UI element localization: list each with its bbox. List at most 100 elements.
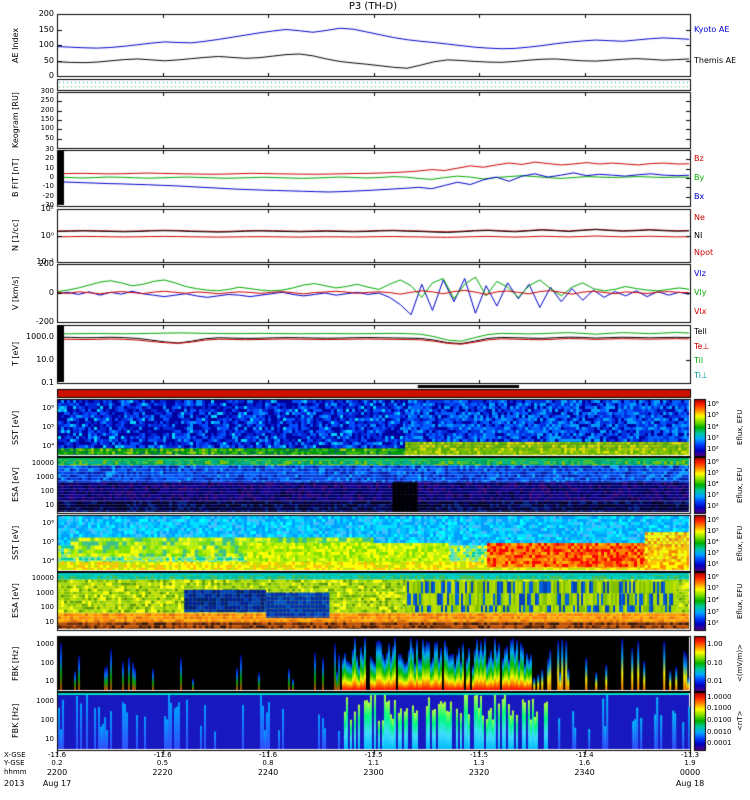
y-tick-label: 100 — [38, 40, 54, 49]
colorbar-label: Eflux, EFU — [736, 525, 744, 561]
x-tick-label: 2220 — [152, 768, 173, 777]
axis-label-sst-ion: SST [eV] — [11, 525, 20, 561]
y-tick-label: 150 — [40, 115, 54, 123]
colorbar-tick-label: 10⁴ — [707, 538, 719, 546]
axis-label-bfit: B FIT [nT] — [11, 158, 20, 198]
series-label: Tell — [694, 327, 707, 337]
y-tick-label: 10⁶ — [42, 519, 54, 528]
axis-label-velocity: V [km/s] — [11, 276, 20, 310]
y-tick-label: 200 — [38, 259, 54, 268]
colorbar-tick-label: 10³ — [707, 607, 719, 616]
y-tick-label: 100 — [40, 124, 54, 133]
series-label: Ti⊥ — [694, 370, 708, 380]
colorbar-tick-label: 10⁵ — [707, 584, 719, 593]
series-label: Til — [694, 356, 704, 366]
y-tick-label: 200 — [40, 105, 54, 114]
series-label: Vlx — [694, 307, 707, 317]
ephemeris-value: 1.6 — [578, 759, 591, 767]
colorbar-tick-label: 10⁴ — [707, 422, 719, 431]
colorbar-label: Eflux, EFU — [736, 409, 744, 446]
series-label: Bx — [694, 191, 705, 201]
colorbar-tick-label: 10⁶ — [707, 572, 719, 581]
y-tick-label: -30 — [42, 201, 54, 209]
y-tick-label: 1000 — [36, 696, 54, 705]
axis-label-keogram: Keogram [RU] — [11, 92, 20, 148]
y-tick-label: 10 — [45, 501, 54, 509]
ephemeris-value: -11.5 — [364, 751, 383, 759]
colorbar-tick-label: 10² — [707, 619, 719, 628]
y-tick-label: 10⁴ — [42, 441, 54, 450]
ephemeris-row-label: X-GSE — [4, 751, 26, 759]
colorbar-label: <nT> — [736, 710, 744, 732]
series-label: Te⊥ — [694, 341, 710, 351]
colorbar-tick-label: 1.0000 — [707, 692, 732, 701]
series-label: Npot — [694, 248, 714, 258]
axis-label-fbk-b: FBK [Hz] — [11, 703, 20, 739]
y-tick-label: 0.1 — [41, 378, 54, 387]
colorbar-tick-label: 0.01 — [707, 676, 723, 685]
colorbar-tick-label: 10⁵ — [707, 468, 719, 477]
date-start-label: Aug 17 — [42, 779, 72, 788]
series-label: Themis AE — [694, 55, 737, 65]
series-label: Kyoto AE — [694, 24, 730, 34]
y-tick-label: -10 — [42, 182, 54, 191]
axis-label-temp: T [eV] — [11, 341, 20, 367]
y-tick-label: 10 — [45, 617, 54, 626]
y-tick-label: 100 — [40, 487, 54, 495]
date-end-label: Aug 18 — [675, 779, 705, 788]
page-title: P3 (TH-D) — [348, 1, 398, 12]
y-tick-label: 250 — [40, 96, 54, 105]
colorbar-tick-label: 10³ — [707, 433, 719, 442]
y-tick-label: 50 — [43, 55, 54, 65]
y-tick-label: 10.0 — [36, 354, 54, 364]
y-tick-label: 150 — [38, 24, 54, 34]
colorbar-tick-label: 10⁵ — [707, 411, 719, 420]
colorbar-tick-label: 1.00 — [707, 640, 723, 649]
ephemeris-value: -11.6 — [258, 751, 278, 759]
y-tick-label: 1000 — [36, 588, 54, 597]
x-tick-label: 2300 — [363, 768, 384, 777]
y-tick-label: 10⁰ — [40, 230, 54, 240]
y-tick-label: 100 — [40, 603, 54, 612]
y-tick-label: 0 — [48, 71, 54, 80]
y-tick-label: 300 — [40, 87, 54, 95]
ephemeris-value: 0.5 — [156, 759, 169, 767]
colorbar-tick-label: 10³ — [707, 549, 719, 558]
ephemeris-value: -11.4 — [575, 751, 594, 759]
series-label: NI — [694, 230, 703, 240]
colorbar-tick-label: 0.0001 — [707, 739, 732, 748]
y-tick-label: 1000 — [36, 473, 54, 481]
y-tick-label: 1000 — [36, 640, 54, 649]
ephemeris-value: 1.3 — [473, 759, 485, 767]
y-tick-label: 10000 — [31, 459, 54, 467]
year-label: 2013 — [4, 779, 25, 788]
ephemeris-value: 0.8 — [262, 759, 274, 767]
colorbar-tick-label: 10⁴ — [707, 596, 719, 604]
colorbar-tick-label: 10³ — [707, 491, 719, 500]
colorbar-tick-label: 0.1000 — [707, 704, 732, 713]
x-tick-label: 2240 — [257, 768, 279, 777]
series-label: Vly — [694, 288, 707, 297]
series-label: Vlz — [694, 268, 706, 278]
colorbar-tick-label: 10⁴ — [707, 480, 719, 488]
axis-label-ae: AE Index — [11, 27, 20, 63]
axis-label-esa-ion: ESA [eV] — [11, 583, 20, 619]
colorbar-label: Eflux, EFU — [736, 467, 744, 503]
ephemeris-value: -11.6 — [47, 751, 67, 759]
y-tick-label: 10 — [45, 163, 54, 172]
y-tick-label: 20 — [45, 154, 54, 163]
y-tick-label: 1000.0 — [26, 331, 54, 341]
y-tick-label: 10⁴ — [42, 556, 54, 565]
colorbar-tick-label: 10² — [707, 502, 719, 511]
y-tick-label: 0 — [48, 288, 54, 297]
axis-label-density: N [1/cc] — [11, 219, 20, 252]
y-tick-label: 100 — [40, 716, 54, 724]
x-tick-label: 2200 — [46, 768, 68, 777]
ephemeris-row-label: Y-GSE — [4, 759, 25, 767]
x-tick-label: 2340 — [574, 768, 595, 777]
axis-label-sst-electron: SST [eV] — [11, 410, 20, 445]
y-tick-label: 10⁶ — [42, 403, 54, 412]
colorbar-tick-label: 10⁵ — [707, 526, 719, 535]
